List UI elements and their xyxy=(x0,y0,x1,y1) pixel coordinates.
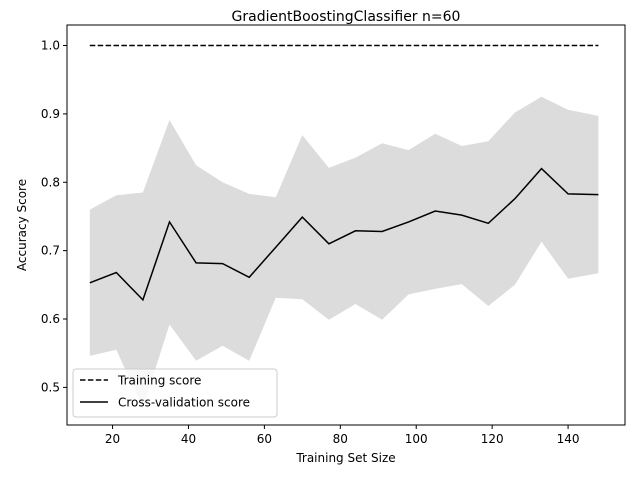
cv-score-band xyxy=(89,96,599,408)
y-tick-label: 0.8 xyxy=(41,175,60,189)
cv-score-line xyxy=(89,167,599,302)
x-tick-label: 80 xyxy=(333,432,348,446)
legend-label-cv: Cross-validation score xyxy=(118,396,250,410)
legend: Training score Cross-validation score xyxy=(72,368,278,418)
y-tick-label: 0.7 xyxy=(41,244,60,258)
y-axis-label: Accuracy Score xyxy=(15,179,29,271)
legend-box xyxy=(72,368,278,418)
legend-label-training: Training score xyxy=(117,374,201,388)
chart-title: GradientBoostingClassifier n=60 xyxy=(232,9,461,25)
x-tick-label: 100 xyxy=(405,432,428,446)
x-axis-label: Training Set Size xyxy=(295,451,395,465)
y-tick-label: 0.9 xyxy=(41,107,60,121)
x-tick-label: 40 xyxy=(181,432,196,446)
plot-frame xyxy=(66,24,626,426)
x-tick-label: 60 xyxy=(257,432,272,446)
x-tick-label: 140 xyxy=(557,432,580,446)
y-tick-label: 1.0 xyxy=(41,39,60,53)
y-tick-label: 0.5 xyxy=(41,380,60,394)
y-tick-label: 0.6 xyxy=(41,312,60,326)
x-tick-label: 20 xyxy=(105,432,120,446)
x-tick-label: 120 xyxy=(481,432,504,446)
